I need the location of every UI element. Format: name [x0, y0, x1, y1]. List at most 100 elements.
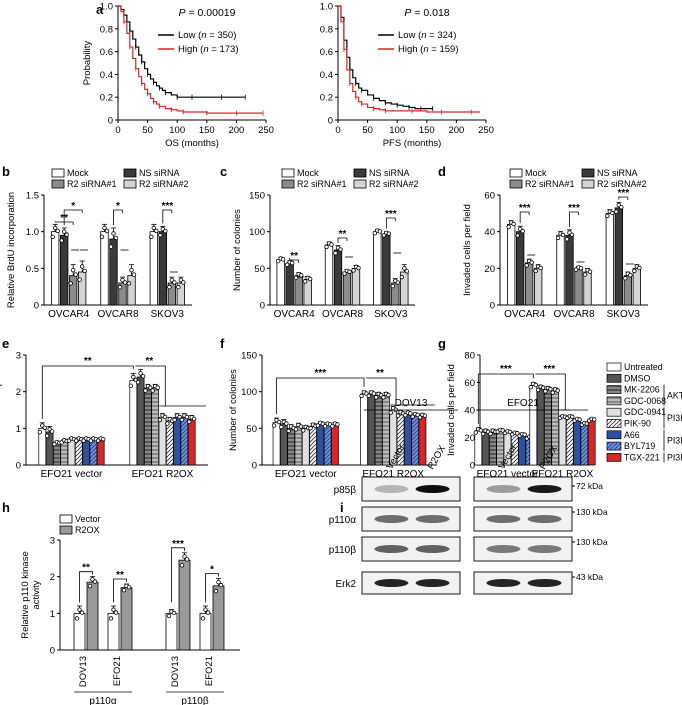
bar — [418, 415, 427, 466]
bar — [382, 233, 391, 306]
p-value: = 0.00019 — [186, 7, 236, 19]
blot-band — [415, 515, 450, 523]
data-point — [371, 391, 377, 396]
y-tick-label: 0.6 — [320, 47, 333, 58]
data-point — [533, 268, 538, 274]
data-point — [129, 267, 134, 273]
data-point — [284, 262, 290, 267]
data-point — [284, 421, 289, 426]
y-tick-label: 0.2 — [320, 93, 333, 104]
data-point — [172, 417, 177, 423]
significance-marker: *** — [314, 368, 326, 379]
legend-label: GDC-0941 — [624, 407, 666, 417]
data-point — [158, 233, 163, 238]
data-point — [333, 250, 338, 256]
protein-label: p85β — [334, 485, 357, 496]
data-point — [216, 579, 221, 585]
panel-letter-g: g — [438, 336, 446, 351]
x-tick-label: 250 — [258, 125, 274, 136]
data-point — [515, 233, 520, 238]
cell-line-label: DOV13 — [395, 398, 428, 409]
bar — [316, 423, 325, 466]
significance-marker: * — [210, 565, 214, 576]
blot-band — [415, 545, 450, 553]
data-point — [279, 424, 284, 430]
bar — [342, 271, 352, 306]
bar — [100, 231, 109, 306]
legend-swatch — [509, 179, 523, 189]
blot-band — [415, 579, 450, 587]
data-point — [131, 272, 137, 277]
bar — [516, 231, 525, 306]
data-point — [167, 284, 172, 290]
data-point — [342, 271, 347, 276]
p-value: = 0.018 — [411, 7, 449, 19]
bar — [301, 427, 310, 466]
data-point — [578, 265, 584, 271]
bar — [67, 438, 76, 466]
data-point — [540, 385, 546, 390]
data-point — [162, 414, 168, 420]
bar — [180, 416, 189, 466]
data-point — [560, 232, 566, 238]
x-tick-label: EFO21 R2OX — [132, 469, 194, 480]
data-point — [121, 588, 127, 593]
blot-band — [374, 579, 409, 587]
y-axis-title: activity — [31, 580, 42, 609]
data-point — [308, 425, 313, 431]
legend-label: NS siRNA — [597, 168, 638, 178]
data-point — [138, 371, 143, 376]
significance-marker: * — [116, 201, 120, 212]
data-point — [301, 428, 306, 433]
data-point — [538, 265, 543, 271]
data-point — [157, 417, 163, 423]
data-point — [403, 413, 408, 418]
blot-band — [527, 579, 562, 587]
significance-marker: *** — [500, 364, 512, 375]
y-tick-label: 3 — [16, 351, 21, 362]
data-point — [570, 414, 575, 419]
data-point — [271, 423, 277, 428]
data-point — [524, 263, 529, 268]
data-point — [135, 379, 141, 385]
bar — [580, 423, 589, 466]
data-point — [293, 275, 299, 280]
bar — [489, 431, 497, 466]
blot-panel — [473, 571, 573, 595]
significance-marker: ** — [290, 251, 298, 262]
y-tick-label: 1.5 — [26, 191, 39, 202]
bar-chart-c: 0 50 100 150 Number of colonies OVCAR4 OVCAR8 S… — [232, 168, 419, 320]
data-point — [74, 616, 80, 621]
marker-label: 72 kDa — [576, 481, 603, 491]
bar — [60, 440, 69, 466]
data-point — [172, 280, 177, 285]
bar — [294, 426, 303, 466]
bar — [324, 244, 334, 306]
y-axis-title: Number of colonies — [232, 209, 243, 291]
legend-swatch — [59, 525, 73, 535]
y-tick-label: 150 — [249, 191, 265, 202]
data-point — [614, 209, 619, 214]
data-point — [186, 419, 192, 424]
x-tick-label: 0 — [115, 125, 120, 136]
data-point — [522, 432, 527, 437]
y-tick-label: 0 — [260, 301, 265, 312]
legend-label: Vector — [75, 514, 101, 524]
significance-marker: *** — [543, 364, 555, 375]
panel-letter-c: c — [220, 164, 227, 179]
y-tick-label: 0.8 — [100, 24, 113, 35]
x-tick-label: 0 — [335, 125, 340, 136]
data-point — [104, 228, 110, 234]
bar-chart-b: 0 0.5 1.0 1.5 Relative BrdU incorporation OVC… — [6, 168, 192, 320]
legend-count: = 324) — [427, 30, 457, 41]
blot-band — [374, 515, 409, 523]
panel-letter-f: f — [220, 336, 225, 351]
bar — [165, 420, 174, 466]
data-point — [506, 224, 511, 230]
data-point — [79, 610, 85, 615]
data-point — [408, 411, 413, 416]
significance-bracket — [535, 373, 566, 410]
legend-label: Mock — [67, 168, 89, 178]
x-tick-label: 200 — [448, 125, 464, 136]
